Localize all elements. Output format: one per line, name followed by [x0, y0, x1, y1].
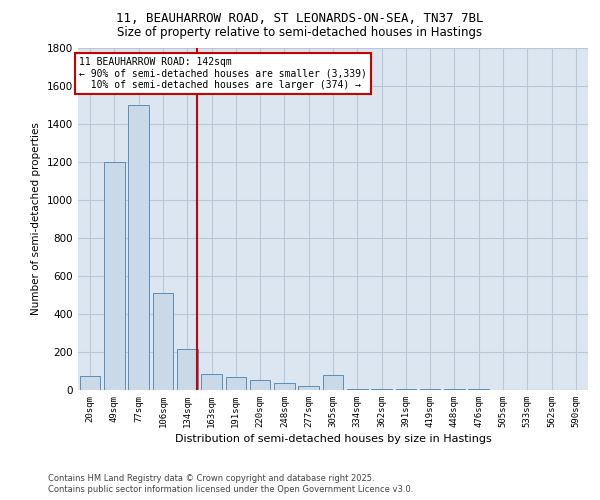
Text: Size of property relative to semi-detached houses in Hastings: Size of property relative to semi-detach… [118, 26, 482, 39]
Bar [226, 376, 246, 390]
Bar [201, 374, 222, 390]
Bar [128, 104, 149, 390]
Text: 11 BEAUHARROW ROAD: 142sqm
← 90% of semi-detached houses are smaller (3,339)
  1: 11 BEAUHARROW ROAD: 142sqm ← 90% of semi… [79, 57, 367, 90]
Text: 11, BEAUHARROW ROAD, ST LEONARDS-ON-SEA, TN37 7BL: 11, BEAUHARROW ROAD, ST LEONARDS-ON-SEA,… [116, 12, 484, 24]
Bar [274, 384, 295, 390]
Bar [104, 162, 125, 390]
Text: Contains HM Land Registry data © Crown copyright and database right 2025.
Contai: Contains HM Land Registry data © Crown c… [48, 474, 413, 494]
X-axis label: Distribution of semi-detached houses by size in Hastings: Distribution of semi-detached houses by … [175, 434, 491, 444]
Bar [323, 375, 343, 390]
Bar [250, 380, 271, 390]
Bar [347, 389, 368, 390]
Bar [177, 349, 197, 390]
Bar [298, 386, 319, 390]
Bar [395, 389, 416, 390]
Bar [152, 293, 173, 390]
Bar [371, 389, 392, 390]
Bar [80, 376, 100, 390]
Y-axis label: Number of semi-detached properties: Number of semi-detached properties [31, 122, 41, 315]
